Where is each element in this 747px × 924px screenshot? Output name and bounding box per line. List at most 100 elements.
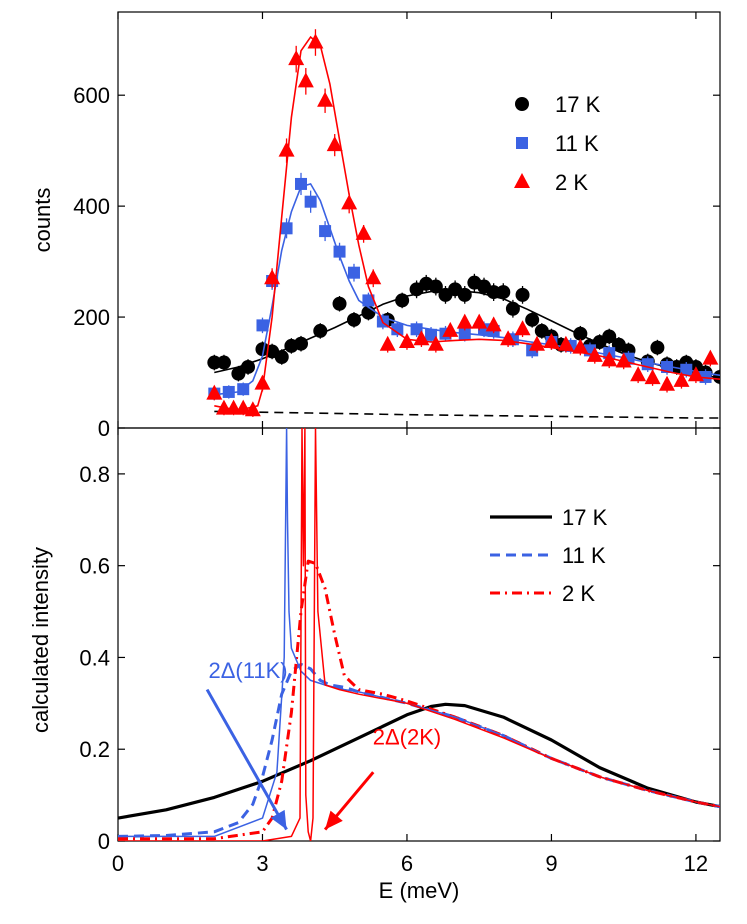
data-point-11k	[362, 294, 375, 307]
data-point-11k	[295, 177, 308, 190]
top-plot-area	[206, 29, 720, 419]
data-point-11k	[391, 323, 404, 336]
data-point-11k	[458, 327, 471, 340]
data-point-2k	[326, 136, 343, 152]
data-point-17k	[274, 350, 289, 365]
data-point-17k	[525, 312, 540, 327]
counts-panel: 0 200 400 600 counts 17 K 11 K 2 K	[30, 11, 721, 441]
data-point-2k	[317, 91, 334, 107]
legend-label-11k: 11 K	[562, 543, 606, 568]
top-y-tick-label: 0	[98, 416, 110, 441]
annotation-2-label: 2Δ(2K)	[373, 725, 442, 750]
data-point-2k	[355, 224, 372, 240]
top-y-tick-label: 400	[73, 194, 110, 219]
bottom-x-tick-label: 6	[401, 851, 413, 876]
data-point-17k	[573, 326, 588, 341]
bottom-y-axis-label: calculated intensity	[28, 547, 53, 733]
curve-11-k-no-broadening-	[118, 428, 720, 838]
data-point-2k	[398, 333, 415, 349]
legend-label-17k: 17 K	[555, 92, 601, 117]
data-point-17k	[216, 355, 231, 370]
data-point-17k	[515, 287, 530, 302]
data-point-2k	[254, 374, 271, 390]
curve-2-k-no-broadening-	[118, 428, 720, 841]
bottom-x-tick-label: 3	[256, 851, 268, 876]
annotation-1-arrow-head	[270, 809, 287, 830]
data-point-2k	[644, 369, 661, 385]
data-point-11k	[680, 363, 693, 376]
data-point-11k	[319, 225, 332, 238]
data-point-2k	[471, 313, 488, 329]
data-point-2k	[673, 371, 690, 387]
data-point-17k	[457, 287, 472, 302]
data-point-2k	[485, 316, 502, 332]
data-point-17k	[346, 312, 361, 327]
data-point-11k	[425, 328, 438, 341]
calculated-intensity-panel: 0 0.2 0.4 0.6 0.8 0 3 6 9 12 calculated intensity…	[28, 427, 721, 903]
data-point-17k	[713, 369, 720, 384]
data-point-17k	[496, 285, 511, 300]
data-point-17k	[207, 355, 222, 370]
data-point-2k	[500, 330, 517, 346]
data-point-2k	[543, 333, 560, 349]
data-point-11k	[333, 245, 346, 258]
curve-17-k	[118, 702, 720, 820]
top-y-tick-label: 200	[73, 305, 110, 330]
data-point-2k	[379, 335, 396, 351]
data-point-2k	[528, 335, 545, 351]
data-point-17k	[241, 359, 256, 374]
bottom-y-tick-label: 0.4	[79, 645, 110, 670]
annotation-1-label: 2Δ(11K)	[208, 658, 287, 683]
data-point-2k	[365, 269, 382, 285]
data-point-11k	[347, 266, 360, 279]
data-point-2k	[244, 401, 261, 417]
top-legend: 17 K 11 K 2 K	[514, 92, 601, 195]
data-point-11k	[410, 323, 423, 336]
data-point-2k	[206, 384, 223, 400]
data-point-2k	[307, 33, 324, 49]
bottom-y-tick-label: 0	[98, 829, 110, 854]
data-point-17k	[395, 293, 410, 308]
bottom-x-tick-label: 9	[545, 851, 557, 876]
top-y-ticks: 0 200 400 600	[73, 12, 720, 441]
annotation-2-arrow-head	[325, 810, 343, 830]
data-point-2k	[557, 335, 574, 351]
data-point-2k	[427, 335, 444, 351]
data-point-2k	[235, 399, 252, 415]
legend-label-2k: 2 K	[555, 170, 588, 195]
data-point-2k	[341, 194, 358, 210]
background-dashed-line	[214, 410, 720, 419]
curve-2-k	[118, 559, 720, 841]
legend-label-11k: 11 K	[555, 131, 599, 156]
data-point-2k	[659, 375, 676, 391]
data-point-2k	[630, 366, 647, 382]
top-y-tick-label: 600	[73, 83, 110, 108]
data-point-2k	[456, 313, 473, 329]
data-point-11k	[237, 383, 250, 396]
legend-marker-11k	[516, 137, 528, 149]
data-point-17k	[650, 340, 665, 355]
data-point-17k	[486, 285, 501, 300]
data-point-17k	[294, 336, 309, 351]
data-point-2k	[264, 269, 281, 285]
data-point-2k	[514, 320, 531, 336]
data-point-17k	[313, 323, 328, 338]
legend-label-2k: 2 K	[562, 581, 595, 606]
data-point-2k	[702, 349, 719, 365]
data-point-17k	[332, 296, 347, 311]
data-point-17k	[602, 329, 617, 344]
data-point-11k	[222, 385, 235, 398]
data-point-11k	[304, 195, 317, 208]
data-point-2k	[288, 50, 305, 66]
bottom-y-tick-label: 0.6	[79, 554, 110, 579]
bottom-y-tick-label: 0.2	[79, 737, 110, 762]
data-point-2k	[278, 141, 295, 157]
annotation-1-arrow-shaft	[205, 688, 288, 831]
x-axis-label: E (meV)	[379, 878, 460, 903]
data-point-11k	[256, 319, 269, 332]
top-y-axis-label: counts	[30, 188, 55, 253]
data-point-17k	[505, 301, 520, 316]
data-point-11k	[280, 222, 293, 235]
data-point-2k	[297, 72, 314, 88]
